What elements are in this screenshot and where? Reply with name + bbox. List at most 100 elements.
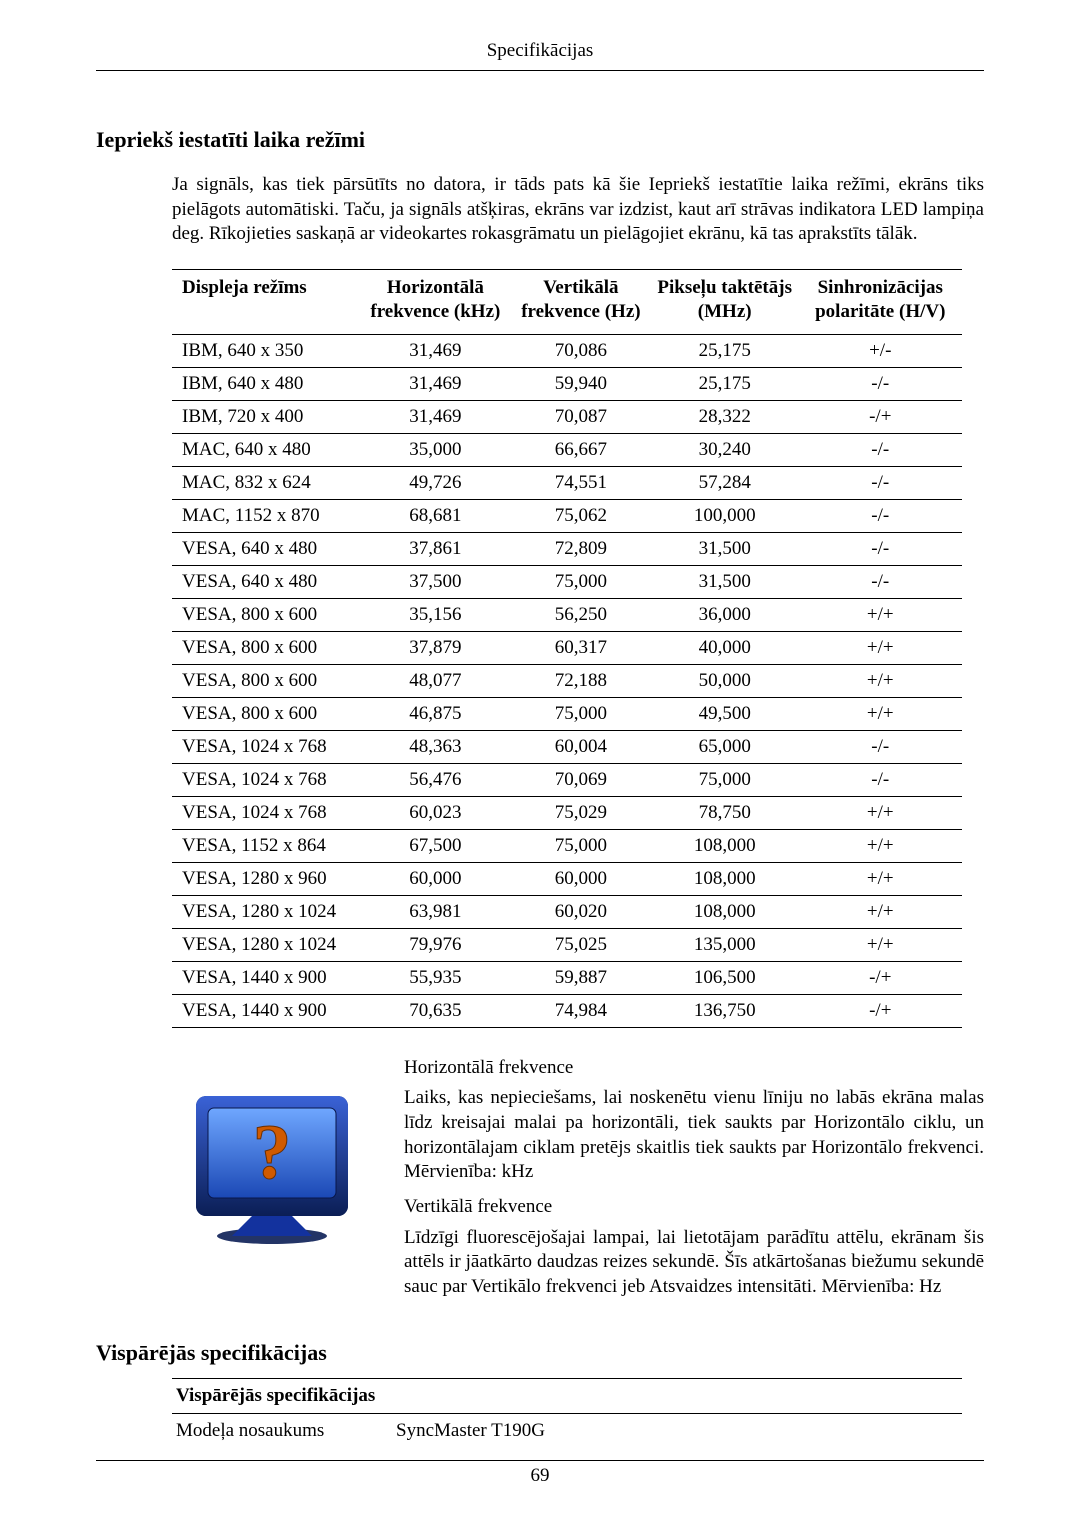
- table-cell: 63,981: [360, 895, 511, 928]
- table-cell: 65,000: [651, 730, 799, 763]
- table-cell: +/+: [799, 598, 962, 631]
- table-row: VESA, 640 x 48037,86172,80931,500-/-: [172, 532, 962, 565]
- table-cell: 49,726: [360, 466, 511, 499]
- table-cell: 75,000: [511, 697, 651, 730]
- table-cell: VESA, 1280 x 1024: [172, 895, 360, 928]
- table-cell: 31,469: [360, 367, 511, 400]
- table-cell: VESA, 640 x 480: [172, 532, 360, 565]
- table-cell: -/-: [799, 730, 962, 763]
- table-cell: 31,469: [360, 334, 511, 367]
- table-cell: 50,000: [651, 664, 799, 697]
- table-cell: 60,000: [360, 862, 511, 895]
- table-cell: 37,879: [360, 631, 511, 664]
- table-cell: 79,976: [360, 928, 511, 961]
- table-cell: VESA, 1440 x 900: [172, 961, 360, 994]
- table-cell: 60,020: [511, 895, 651, 928]
- table-row: VESA, 1152 x 86467,50075,000108,000+/+: [172, 829, 962, 862]
- timing-table: Displeja režīms Horizontālā frekvence (k…: [172, 269, 962, 1028]
- table-cell: 30,240: [651, 433, 799, 466]
- table-cell: 25,175: [651, 334, 799, 367]
- table-cell: IBM, 720 x 400: [172, 400, 360, 433]
- table-cell: 72,809: [511, 532, 651, 565]
- table-cell: +/+: [799, 829, 962, 862]
- table-cell: +/+: [799, 895, 962, 928]
- table-cell: IBM, 640 x 350: [172, 334, 360, 367]
- table-cell: 31,469: [360, 400, 511, 433]
- col-vfreq: Vertikālā frekvence (Hz): [511, 270, 651, 335]
- table-cell: -/+: [799, 994, 962, 1027]
- table-row: IBM, 720 x 40031,46970,08728,322-/+: [172, 400, 962, 433]
- table-cell: -/-: [799, 565, 962, 598]
- table-cell: VESA, 1024 x 768: [172, 763, 360, 796]
- svg-text:?: ?: [253, 1108, 292, 1195]
- table-row: VESA, 800 x 60037,87960,31740,000+/+: [172, 631, 962, 664]
- table-cell: 75,062: [511, 499, 651, 532]
- table-row: VESA, 1280 x 96060,00060,000108,000+/+: [172, 862, 962, 895]
- table-cell: 136,750: [651, 994, 799, 1027]
- table-cell: 74,984: [511, 994, 651, 1027]
- table-cell: 25,175: [651, 367, 799, 400]
- table-cell: 55,935: [360, 961, 511, 994]
- table-cell: +/+: [799, 664, 962, 697]
- table-cell: 68,681: [360, 499, 511, 532]
- table-cell: 70,635: [360, 994, 511, 1027]
- spec-row: Modeļa nosaukums SyncMaster T190G: [172, 1414, 962, 1442]
- table-row: VESA, 1280 x 102479,97675,025135,000+/+: [172, 928, 962, 961]
- table-cell: 57,284: [651, 466, 799, 499]
- table-cell: 37,500: [360, 565, 511, 598]
- table-cell: 75,000: [511, 565, 651, 598]
- table-cell: 106,500: [651, 961, 799, 994]
- table-cell: 108,000: [651, 862, 799, 895]
- table-row: VESA, 1440 x 90070,63574,984136,750-/+: [172, 994, 962, 1027]
- table-row: VESA, 800 x 60046,87575,00049,500+/+: [172, 697, 962, 730]
- page-header: Specifikācijas: [96, 40, 984, 71]
- table-cell: +/-: [799, 334, 962, 367]
- header-rule: [96, 70, 984, 71]
- table-cell: VESA, 800 x 600: [172, 664, 360, 697]
- general-spec-box: Vispārējās specifikācijas Modeļa nosauku…: [172, 1378, 962, 1442]
- section-heading-general-spec: Vispārējās specifikācijas: [96, 1340, 984, 1366]
- table-cell: 35,156: [360, 598, 511, 631]
- footer-rule: [96, 1460, 984, 1461]
- table-cell: VESA, 1280 x 1024: [172, 928, 360, 961]
- table-cell: VESA, 800 x 600: [172, 697, 360, 730]
- table-cell: 70,069: [511, 763, 651, 796]
- spec-subheading: Vispārējās specifikācijas: [172, 1379, 962, 1414]
- monitor-question-icon: ?: [172, 1056, 372, 1251]
- table-row: MAC, 832 x 62449,72674,55157,284-/-: [172, 466, 962, 499]
- table-cell: -/-: [799, 532, 962, 565]
- table-cell: VESA, 1152 x 864: [172, 829, 360, 862]
- table-cell: 67,500: [360, 829, 511, 862]
- table-row: VESA, 800 x 60035,15656,25036,000+/+: [172, 598, 962, 631]
- table-row: VESA, 1280 x 102463,98160,020108,000+/+: [172, 895, 962, 928]
- frequency-info-block: ? Horizontālā frekvence Laiks, kas nepie…: [172, 1056, 984, 1310]
- table-row: VESA, 1024 x 76856,47670,06975,000-/-: [172, 763, 962, 796]
- table-cell: 75,000: [651, 763, 799, 796]
- table-cell: +/+: [799, 631, 962, 664]
- table-cell: +/+: [799, 796, 962, 829]
- table-cell: VESA, 800 x 600: [172, 598, 360, 631]
- header-title: Specifikācijas: [96, 40, 984, 62]
- table-cell: VESA, 1024 x 768: [172, 730, 360, 763]
- table-cell: VESA, 1440 x 900: [172, 994, 360, 1027]
- table-row: VESA, 640 x 48037,50075,00031,500-/-: [172, 565, 962, 598]
- table-cell: 31,500: [651, 565, 799, 598]
- spec-row-value: SyncMaster T190G: [396, 1420, 545, 1442]
- table-cell: -/-: [799, 499, 962, 532]
- col-pol: Sinhronizācijas polaritāte (H/V): [799, 270, 962, 335]
- table-cell: 46,875: [360, 697, 511, 730]
- col-mode: Displeja režīms: [172, 270, 360, 335]
- table-cell: 108,000: [651, 829, 799, 862]
- table-cell: 48,363: [360, 730, 511, 763]
- table-row: IBM, 640 x 48031,46959,94025,175-/-: [172, 367, 962, 400]
- table-row: IBM, 640 x 35031,46970,08625,175+/-: [172, 334, 962, 367]
- table-cell: 48,077: [360, 664, 511, 697]
- timing-table-header-row: Displeja režīms Horizontālā frekvence (k…: [172, 270, 962, 335]
- table-cell: VESA, 1280 x 960: [172, 862, 360, 895]
- section-paragraph: Ja signāls, kas tiek pārsūtīts no datora…: [172, 173, 984, 247]
- h-freq-body: Laiks, kas nepieciešams, lai noskenētu v…: [404, 1086, 984, 1185]
- table-cell: 60,000: [511, 862, 651, 895]
- table-cell: 60,023: [360, 796, 511, 829]
- table-cell: -/+: [799, 400, 962, 433]
- table-row: MAC, 640 x 48035,00066,66730,240-/-: [172, 433, 962, 466]
